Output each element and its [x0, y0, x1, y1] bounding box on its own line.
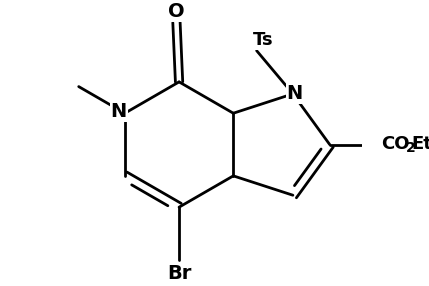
Text: O: O — [168, 3, 185, 21]
Text: Ts: Ts — [252, 31, 273, 49]
Text: Br: Br — [167, 264, 191, 283]
Text: CO: CO — [381, 135, 410, 153]
Text: N: N — [287, 84, 303, 103]
Text: Et: Et — [411, 135, 429, 153]
Text: N: N — [111, 102, 127, 121]
Text: 2: 2 — [405, 141, 415, 155]
